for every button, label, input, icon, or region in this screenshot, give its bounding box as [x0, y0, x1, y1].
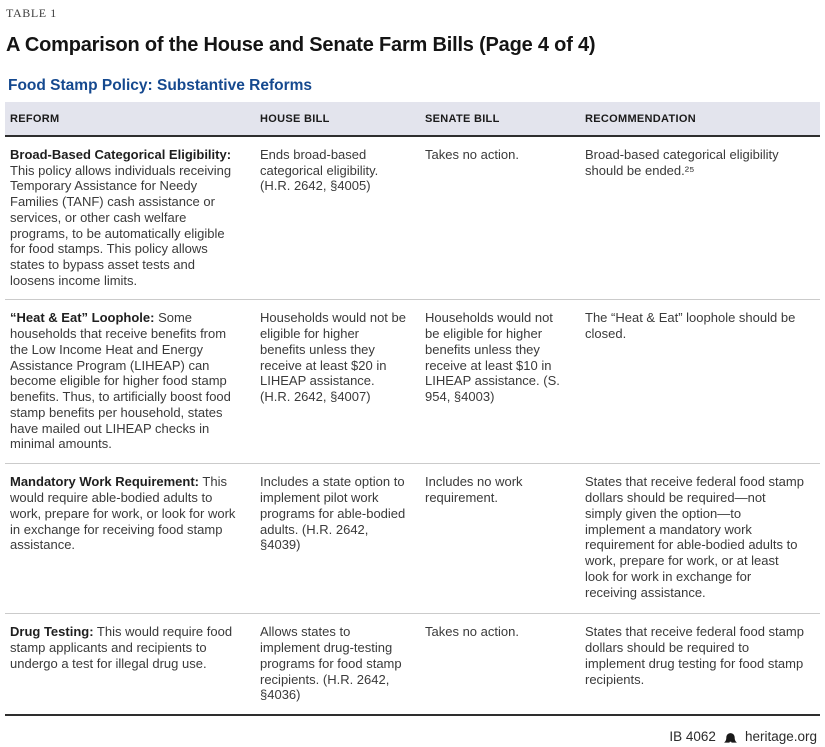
reform-title: Drug Testing:: [10, 624, 94, 640]
column-header-house-bill: HOUSE BILL: [260, 113, 330, 125]
reform-cell: Drug Testing: This would require food st…: [5, 624, 255, 703]
reform-cell: Broad-Based Categorical Eligibility: Thi…: [5, 147, 255, 288]
recommendation-cell: Broad-based categorical eligibility shou…: [585, 147, 779, 178]
reform-cell: Mandatory Work Requirement: This would r…: [5, 474, 255, 602]
house-bill-cell: Ends broad-based categorical eligibility…: [260, 147, 379, 194]
table-row: “Heat & Eat” Loophole: Some households t…: [5, 300, 820, 465]
senate-bill-cell: Includes no work requirement.: [425, 474, 523, 506]
table-row: Mandatory Work Requirement: This would r…: [5, 464, 820, 615]
house-bill-cell: Allows states to implement drug-testing …: [260, 624, 402, 703]
table-row: Drug Testing: This would require food st…: [5, 614, 820, 717]
senate-bill-cell: Takes no action.: [425, 624, 519, 640]
reform-title: Broad-Based Categorical Eligibility:: [10, 147, 232, 162]
reform-title: “Heat & Eat” Loophole:: [10, 310, 155, 326]
recommendation-cell: The “Heat & Eat” loophole should be clos…: [585, 310, 796, 342]
senate-bill-cell: Takes no action.: [425, 147, 519, 162]
house-bill-cell: Includes a state option to implement pil…: [260, 474, 406, 553]
page-title: A Comparison of the House and Senate Far…: [6, 34, 596, 56]
column-header-senate-bill: SENATE BILL: [425, 113, 500, 125]
reform-cell: “Heat & Eat” Loophole: Some households t…: [5, 310, 255, 452]
site-label: heritage.org: [744, 729, 817, 745]
column-header-recommendation: RECOMMENDATION: [585, 113, 696, 125]
reform-title: Mandatory Work Requirement:: [10, 474, 200, 490]
senate-bill-cell: Households would not be eligible for hig…: [425, 310, 560, 405]
recommendation-cell: States that receive federal food stamp d…: [585, 624, 804, 687]
column-header-reform: REFORM: [10, 113, 60, 125]
recommendation-cell: States that receive federal food stamp d…: [585, 474, 804, 600]
reform-description: Some households that receive benefits fr…: [10, 310, 231, 452]
table-header-row: REFORM HOUSE BILL SENATE BILL RECOMMENDA…: [5, 102, 820, 137]
liberty-bell-icon: [723, 730, 738, 744]
reform-description: This would require able-bodied adults to…: [10, 474, 236, 553]
table-eyebrow: TABLE 1: [6, 6, 57, 20]
reform-description: This would require food stamp applicants…: [10, 624, 233, 671]
table-credit-footer: IB 4062 heritage.org: [5, 729, 820, 744]
section-title: Food Stamp Policy: Substantive Reforms: [8, 77, 313, 94]
table-row: Broad-Based Categorical Eligibility: Thi…: [5, 137, 820, 301]
house-bill-cell: Households would not be eligible for hig…: [260, 310, 406, 405]
reform-description: This policy allows individuals receiving…: [10, 162, 232, 288]
doc-id: IB 4062: [669, 729, 716, 745]
